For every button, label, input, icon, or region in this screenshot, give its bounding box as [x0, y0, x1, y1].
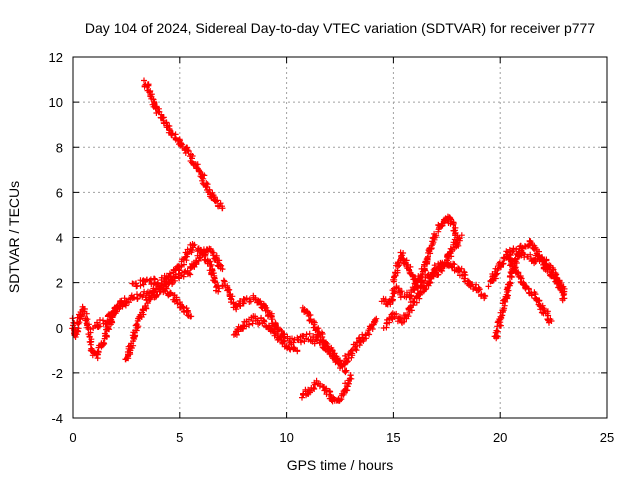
y-tick-label: 12 [49, 50, 63, 65]
marker-band [380, 255, 489, 331]
x-tick-label: 15 [386, 430, 400, 445]
y-tick-label: -4 [51, 411, 63, 426]
y-tick-label: 10 [49, 95, 63, 110]
series-arc-7 [230, 313, 301, 355]
series-arc-4 [90, 281, 195, 331]
marker-band [230, 313, 301, 355]
x-axis-label: GPS time / hours [287, 457, 394, 473]
series-arc-12 [390, 232, 465, 292]
y-axis-label: SDTVAR / TECUs [6, 181, 22, 293]
marker-band [90, 281, 195, 331]
series-arc-14 [485, 245, 568, 304]
marker-band [378, 213, 462, 308]
marker-band [141, 77, 226, 212]
marker-band [390, 232, 465, 292]
series-arc-5 [129, 241, 223, 295]
marker-band [299, 304, 380, 368]
plot-frame [72, 56, 608, 419]
marker-band [129, 241, 223, 295]
y-tick-label: 4 [56, 231, 63, 246]
axes: 0 5 10 15 20 25 -4 -2 0 2 4 6 8 10 12 [49, 50, 615, 445]
data-series [69, 77, 568, 405]
y-tick-label: 0 [56, 321, 63, 336]
chart-title: Day 104 of 2024, Sidereal Day-to-day VTE… [85, 20, 595, 36]
grid [73, 57, 607, 418]
series-arc-10 [378, 213, 462, 308]
marker-band [503, 248, 555, 326]
series-arc-9 [299, 304, 380, 368]
x-tick-label: 20 [493, 430, 507, 445]
y-tick-label: 8 [56, 140, 63, 155]
y-tick-label: 6 [56, 185, 63, 200]
x-tick-label: 10 [279, 430, 293, 445]
x-tick-label: 0 [69, 430, 76, 445]
series-arc-1 [141, 77, 226, 212]
series-arc-15 [503, 248, 555, 326]
x-tick-label: 25 [600, 430, 614, 445]
x-tick-label: 5 [176, 430, 183, 445]
series-arc-11 [380, 255, 489, 331]
marker-band [485, 245, 568, 304]
y-tick-label: 2 [56, 276, 63, 291]
series-arc-8 [299, 372, 355, 405]
marker-band [299, 372, 355, 405]
y-tick-label: -2 [51, 366, 63, 381]
